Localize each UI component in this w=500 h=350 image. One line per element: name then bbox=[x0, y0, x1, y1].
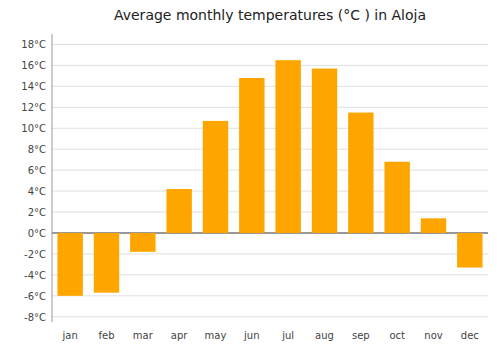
grid-line bbox=[52, 149, 488, 150]
x-tick-label: jul bbox=[281, 330, 294, 341]
chart: Average monthly temperatures (°C ) in Al… bbox=[0, 0, 500, 350]
bar bbox=[275, 60, 300, 233]
x-tick-label: feb bbox=[98, 330, 114, 341]
bar bbox=[130, 233, 155, 252]
x-tick-label: may bbox=[205, 330, 227, 341]
grid-line bbox=[52, 295, 488, 296]
x-tick-label: apr bbox=[171, 330, 188, 341]
y-tick-label: 6°C bbox=[28, 165, 46, 176]
y-tick-label: 16°C bbox=[21, 60, 46, 71]
bar bbox=[348, 113, 373, 233]
bar bbox=[94, 233, 119, 293]
bar bbox=[312, 69, 337, 233]
bar bbox=[57, 233, 82, 296]
grid bbox=[52, 44, 488, 316]
x-tick-label: nov bbox=[424, 330, 442, 341]
x-tick-label: aug bbox=[315, 330, 334, 341]
y-tick-label: 12°C bbox=[21, 102, 46, 113]
y-tick-label: -6°C bbox=[24, 291, 46, 302]
bar bbox=[421, 218, 446, 233]
x-tick-label: sep bbox=[352, 330, 370, 341]
y-tick-label: 8°C bbox=[28, 144, 46, 155]
bar bbox=[457, 233, 482, 268]
grid-line bbox=[52, 316, 488, 317]
y-tick-label: 0°C bbox=[28, 228, 46, 239]
y-tick-label: 2°C bbox=[28, 207, 46, 218]
y-axis-line bbox=[52, 34, 53, 322]
y-tick-label: -4°C bbox=[24, 270, 46, 281]
grid-line bbox=[52, 191, 488, 192]
grid-line bbox=[52, 65, 488, 66]
x-tick-label: oct bbox=[389, 330, 405, 341]
grid-line bbox=[52, 128, 488, 129]
bar bbox=[166, 189, 191, 233]
x-tick-label: jan bbox=[62, 330, 78, 341]
x-tick-label: dec bbox=[461, 330, 479, 341]
grid-line bbox=[52, 170, 488, 171]
bar bbox=[203, 121, 228, 233]
grid-line bbox=[52, 86, 488, 87]
y-tick-label: 10°C bbox=[21, 123, 46, 134]
y-tick-label: -8°C bbox=[24, 312, 46, 323]
bar bbox=[384, 162, 409, 233]
grid-line bbox=[52, 212, 488, 213]
bar bbox=[239, 78, 264, 233]
x-tick-label: jun bbox=[243, 330, 259, 341]
y-tick-label: 14°C bbox=[21, 81, 46, 92]
y-tick-label: 18°C bbox=[21, 39, 46, 50]
title: Average monthly temperatures (°C ) in Al… bbox=[114, 7, 426, 23]
y-tick-label: -2°C bbox=[24, 249, 46, 260]
x-tick-label: mar bbox=[133, 330, 154, 341]
y-tick-label: 4°C bbox=[28, 186, 46, 197]
grid-line bbox=[52, 44, 488, 45]
grid-line bbox=[52, 107, 488, 108]
bars bbox=[57, 60, 482, 296]
